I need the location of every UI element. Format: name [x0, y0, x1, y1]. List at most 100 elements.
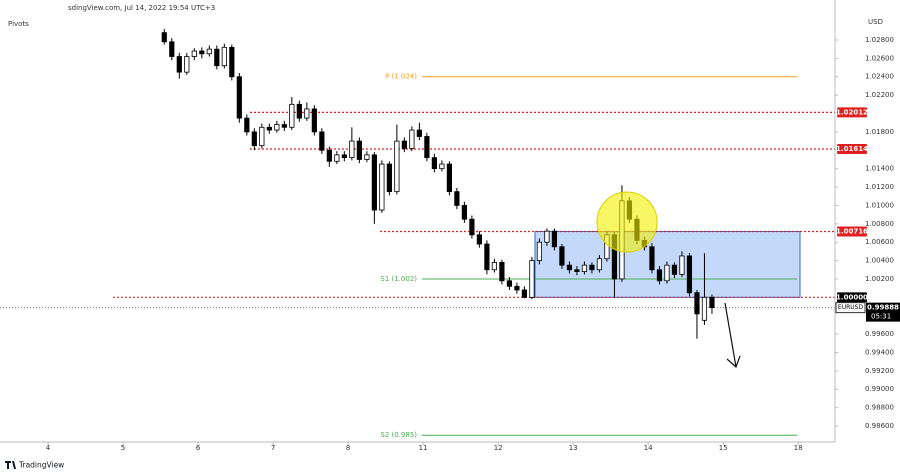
- candle-body: [559, 246, 565, 266]
- x-tick-label: 12: [494, 444, 503, 452]
- candle-body: [236, 76, 242, 119]
- candle-body: [551, 230, 558, 248]
- candle-body: [544, 230, 550, 243]
- candle-body: [424, 136, 430, 159]
- x-tick-label: 8: [346, 444, 350, 452]
- level-label-box: [837, 107, 867, 118]
- candle-body: [371, 154, 377, 211]
- y-tick-label: 1.00800: [865, 220, 894, 228]
- candle-body: [349, 140, 355, 159]
- candle-body: [709, 296, 715, 309]
- level-label: 1.00000: [836, 293, 868, 301]
- watermark: sdingView.com, Jul 14, 2022 19:54 UTC+3: [68, 4, 215, 12]
- brand: TradingView: [18, 461, 64, 470]
- level-label: 1.01614: [836, 145, 868, 153]
- pivot-label: P (1.024): [385, 73, 417, 81]
- y-tick-label: 1.01200: [865, 183, 894, 191]
- x-tick-label: 13: [569, 444, 578, 452]
- x-tick-label: 5: [121, 444, 125, 452]
- candle-body: [251, 131, 257, 147]
- candle-body: [664, 264, 670, 282]
- last-price-box: [866, 302, 900, 322]
- range-zone: [534, 231, 801, 298]
- candle-body: [356, 140, 362, 160]
- candle-body: [649, 246, 655, 271]
- level-label: 1.00716: [836, 228, 868, 236]
- candle-body: [364, 154, 370, 160]
- candle-body: [566, 264, 573, 271]
- pivot-label: S2 (0.985): [380, 431, 417, 439]
- level-label-box: [837, 292, 867, 303]
- highlight-circle: [596, 191, 658, 253]
- candle-body: [266, 126, 272, 131]
- y-tick-label: 0.98800: [865, 404, 894, 412]
- y-tick-label: 1.01400: [865, 165, 894, 173]
- x-tick-label: 14: [644, 444, 653, 452]
- y-tick-label: 1.00600: [865, 238, 894, 246]
- candle-body: [214, 48, 220, 67]
- candle-body: [401, 140, 407, 149]
- candle-body: [461, 205, 467, 220]
- level-label-box: [837, 226, 867, 237]
- candle-body: [416, 129, 422, 137]
- symbol: EURUSD: [838, 304, 864, 311]
- candle-body: [319, 131, 325, 151]
- candle-body: [484, 243, 490, 271]
- candle-body: [176, 56, 182, 73]
- y-tick-label: 1.02400: [865, 73, 894, 81]
- y-tick-label: 1.00200: [865, 275, 894, 283]
- candle-body: [334, 154, 340, 162]
- currency: USD: [868, 18, 883, 26]
- candle-body: [326, 149, 332, 162]
- candle-body: [536, 241, 543, 261]
- candle-body: [581, 264, 588, 272]
- last-price-label: 0.99888: [867, 304, 899, 312]
- candle-body: [296, 103, 302, 119]
- candle-body: [446, 163, 452, 193]
- x-tick-label: 7: [271, 444, 275, 452]
- x-tick-label: 6: [196, 444, 201, 452]
- candle-body: [506, 280, 513, 287]
- candle-body: [469, 218, 475, 236]
- candle-body: [439, 163, 445, 170]
- candle-body: [679, 255, 685, 275]
- x-tick-label: 4: [46, 444, 51, 452]
- candle-body: [229, 46, 235, 78]
- candle-body: [259, 126, 265, 147]
- candle-body: [701, 296, 708, 321]
- x-tick-label: 18: [794, 444, 803, 452]
- symbol-box: [835, 302, 866, 314]
- y-tick-label: 1.02200: [865, 91, 894, 99]
- y-tick-label: 0.99200: [865, 367, 894, 375]
- candle-body: [589, 264, 595, 271]
- y-tick-label: 1.02800: [865, 36, 894, 44]
- y-tick-label: 1.01800: [865, 128, 894, 136]
- y-tick-label: 0.99400: [865, 348, 894, 356]
- candle-body: [274, 124, 280, 131]
- candle-body: [304, 108, 310, 119]
- candle-body: [409, 129, 415, 149]
- pivot-label: S1 (1.002): [380, 275, 417, 283]
- candle-body: [521, 289, 528, 298]
- candle-body: [514, 285, 520, 291]
- candle-body: [656, 269, 663, 282]
- down-arrow: [724, 302, 741, 369]
- candle-body: [281, 124, 287, 128]
- candle-body: [341, 154, 347, 159]
- candle-body: [244, 117, 250, 133]
- candle-body: [199, 50, 205, 55]
- candle-body: [386, 163, 392, 193]
- candle-body: [596, 258, 603, 271]
- candle-body: [454, 191, 460, 206]
- candle-body: [574, 269, 580, 272]
- y-tick-label: 0.98600: [865, 422, 894, 430]
- y-tick-label: 0.99000: [865, 385, 894, 393]
- candle-body: [169, 41, 175, 57]
- candle-body: [221, 46, 227, 67]
- y-tick-label: 1.01000: [865, 201, 894, 209]
- candle-body: [476, 234, 482, 245]
- level-label: 1.02012: [836, 108, 868, 116]
- candle-body: [491, 262, 497, 271]
- candle-body: [431, 157, 437, 170]
